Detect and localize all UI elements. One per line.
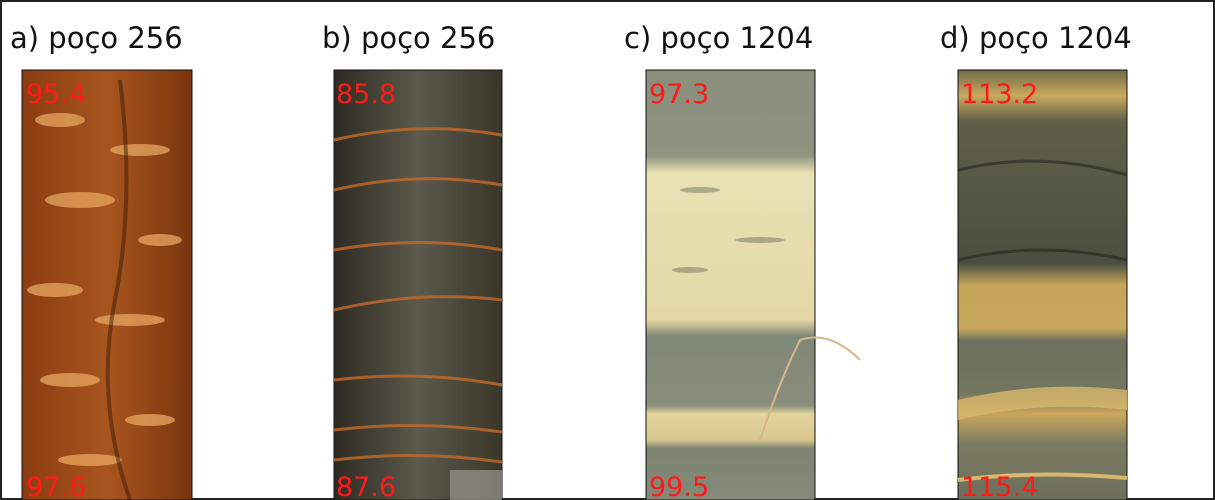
- bottom-depth: 87.6: [336, 472, 396, 500]
- panel-label: d) poço 1204: [940, 21, 1132, 55]
- bottom-depth: 97.6: [26, 472, 86, 500]
- panel-label: c) poço 1204: [624, 21, 813, 55]
- top-depth: 85.8: [336, 79, 396, 110]
- top-depth: 95.4: [26, 79, 86, 110]
- top-depth: 113.2: [961, 79, 1038, 110]
- top-depth: 97.3: [649, 79, 709, 110]
- core-photo: [334, 70, 502, 500]
- bottom-depth: 99.5: [649, 472, 709, 500]
- figure: a) poço 256 b) poço 256 c) poço 1204 d) …: [0, 0, 1215, 500]
- core-photo: [958, 70, 1127, 500]
- core-photo: [22, 70, 192, 500]
- panel-label: b) poço 256: [322, 21, 495, 55]
- panel-label: a) poço 256: [10, 21, 183, 55]
- bottom-depth: 115.4: [961, 472, 1038, 500]
